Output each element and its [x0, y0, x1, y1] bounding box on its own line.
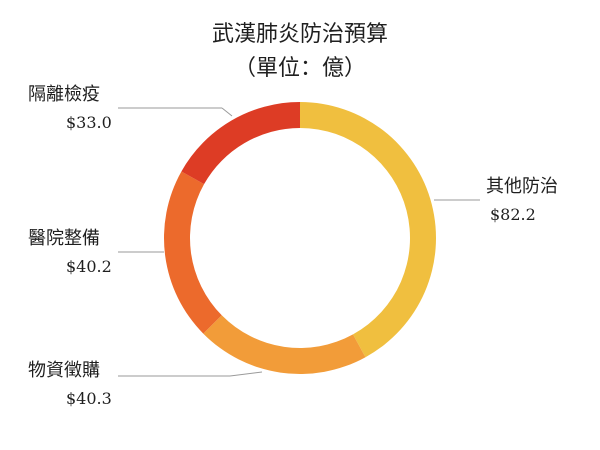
chart-title: 武漢肺炎防治預算	[211, 22, 388, 47]
leader-line-tail-4	[221, 107, 233, 117]
slice-label-3: 醫院整備	[28, 228, 100, 249]
donut-slice-4	[181, 102, 300, 185]
slice-value-1: $82.2	[490, 205, 536, 224]
slice-label-1: 其他防治	[486, 176, 558, 197]
donut-slice-2	[203, 315, 366, 374]
donut-slice-1	[300, 102, 436, 358]
donut-slice-3	[163, 171, 222, 334]
chart-subtitle: （單位：億）	[233, 56, 366, 81]
slice-value-3: $40.2	[66, 257, 112, 276]
slice-value-2: $40.3	[66, 389, 112, 408]
slice-value-4: $33.0	[66, 113, 112, 132]
slice-label-2: 物資徵購	[28, 360, 100, 381]
leader-line-tail-2	[229, 371, 263, 377]
slice-label-4: 隔離檢疫	[28, 84, 100, 105]
